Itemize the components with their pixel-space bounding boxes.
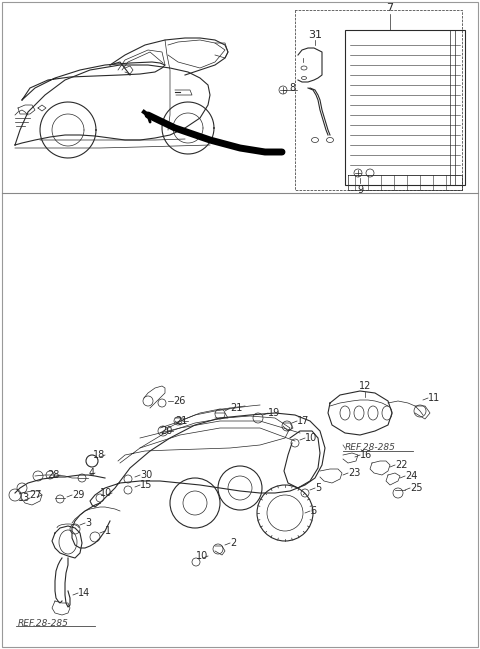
Text: 31: 31 (308, 30, 322, 40)
Text: 18: 18 (93, 450, 105, 460)
Text: 15: 15 (140, 480, 152, 490)
Text: 12: 12 (359, 381, 371, 391)
Text: REF.28-285: REF.28-285 (18, 618, 69, 628)
Text: 8: 8 (289, 83, 295, 93)
Text: 14: 14 (78, 588, 90, 598)
Text: 9: 9 (357, 185, 363, 195)
Text: 10: 10 (196, 551, 208, 561)
Text: 10: 10 (100, 488, 112, 498)
Text: REF.28-285: REF.28-285 (345, 443, 396, 452)
Text: 30: 30 (140, 470, 152, 480)
Text: 3: 3 (85, 518, 91, 528)
Text: 13: 13 (18, 493, 30, 503)
Text: 21: 21 (176, 416, 188, 426)
Text: 1: 1 (105, 526, 111, 536)
Text: 5: 5 (315, 483, 321, 493)
Text: 2: 2 (230, 538, 236, 548)
Text: 22: 22 (395, 460, 408, 470)
Text: 10: 10 (305, 433, 317, 443)
Text: 27: 27 (29, 490, 42, 500)
Text: 16: 16 (360, 450, 372, 460)
Text: 11: 11 (428, 393, 440, 403)
Text: 6: 6 (310, 506, 316, 516)
Text: 25: 25 (410, 483, 422, 493)
Bar (345, 30, 465, 185)
Text: 29: 29 (72, 490, 84, 500)
Text: 26: 26 (173, 396, 185, 406)
Text: 21: 21 (230, 403, 242, 413)
Text: 17: 17 (297, 416, 310, 426)
Text: 7: 7 (386, 3, 394, 13)
Text: 28: 28 (48, 470, 60, 480)
Text: 4: 4 (89, 468, 95, 478)
Text: 20: 20 (161, 426, 173, 436)
Text: 23: 23 (348, 468, 360, 478)
Text: 19: 19 (268, 408, 280, 418)
Text: 24: 24 (405, 471, 418, 481)
